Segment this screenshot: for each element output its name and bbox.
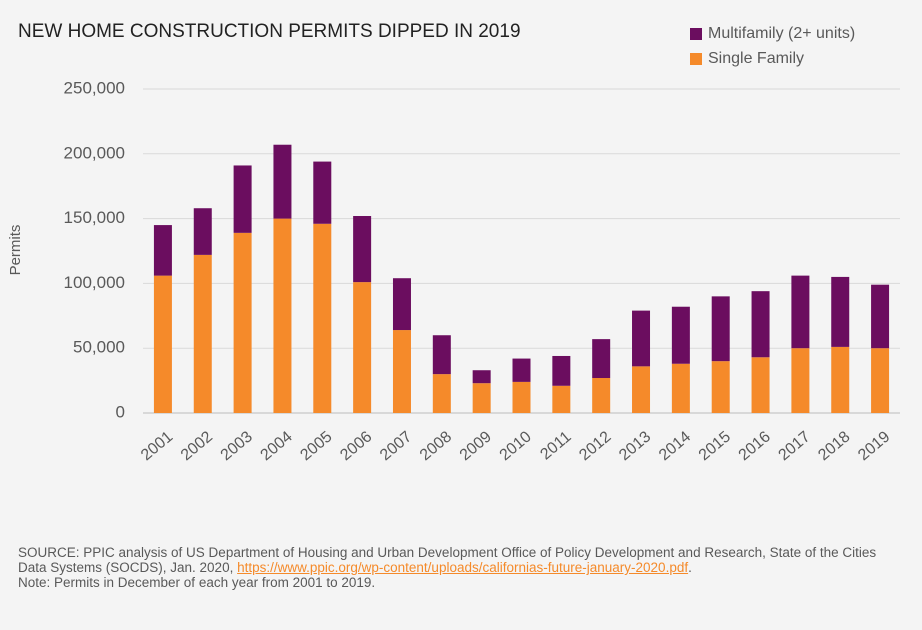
x-tick-label: 2014 [656, 428, 694, 464]
bar-segment [592, 339, 611, 379]
bar-segment [671, 306, 690, 364]
bar-segment [552, 385, 571, 413]
x-tick-label: 2008 [417, 428, 455, 464]
chart: NEW HOME CONSTRUCTION PERMITS DIPPED IN … [7, 21, 900, 464]
bar-segment [153, 225, 172, 276]
bar-segment [313, 161, 332, 224]
bar-segment [193, 208, 212, 255]
bar-segment [353, 282, 372, 413]
bar-segment [552, 355, 571, 386]
x-tick-label: 2011 [537, 428, 574, 463]
legend-swatch [690, 53, 702, 65]
y-tick-label: 250,000 [64, 78, 125, 97]
bar-segment [791, 275, 810, 349]
x-tick-label: 2015 [696, 428, 734, 464]
x-tick-label: 2001 [138, 428, 176, 464]
x-tick-label: 2004 [258, 428, 296, 464]
source-text: SOURCE: PPIC analysis of US Department o… [18, 545, 877, 575]
bar-segment [353, 216, 372, 283]
bar-segment [273, 218, 292, 413]
bar-segment [711, 361, 730, 413]
x-tick-label: 2010 [497, 428, 535, 464]
bar-segment [193, 254, 212, 413]
x-tick-label: 2013 [616, 428, 654, 464]
x-tick-label: 2012 [576, 428, 614, 464]
bar-segment [512, 381, 531, 413]
y-axis-label: Permits [7, 225, 24, 276]
legend-label: Single Family [708, 50, 804, 67]
bar-segment [711, 296, 730, 362]
bar-segment [671, 363, 690, 413]
bar-segment [751, 291, 770, 358]
bar-segment [512, 358, 531, 382]
x-tick-label: 2002 [178, 428, 216, 464]
x-tick-label: 2009 [457, 428, 495, 464]
legend-swatch [690, 28, 702, 40]
bar-segment [871, 284, 890, 349]
source-end: . [688, 560, 692, 575]
bar-segment [273, 144, 292, 219]
bar-segment [233, 165, 252, 233]
x-tick-label: 2019 [855, 428, 893, 464]
bar-segment [153, 275, 172, 413]
bar-segment [592, 378, 611, 413]
source-note: SOURCE: PPIC analysis of US Department o… [18, 545, 908, 590]
x-tick-label: 2016 [736, 428, 774, 464]
x-tick-label: 2005 [297, 428, 335, 464]
note: Note: Permits in December of each year f… [18, 575, 376, 590]
bar-segment [313, 223, 332, 413]
bar-segment [831, 346, 850, 413]
x-tick-label: 2006 [337, 428, 375, 464]
legend-label: Multifamily (2+ units) [708, 25, 855, 42]
chart-title: NEW HOME CONSTRUCTION PERMITS DIPPED IN … [18, 21, 521, 42]
y-tick-label: 150,000 [64, 208, 125, 227]
bar-segment [472, 383, 491, 413]
bar-segment [871, 348, 890, 413]
x-tick-label: 2017 [775, 428, 813, 464]
bar-segment [831, 276, 850, 347]
bar-segment [392, 330, 411, 413]
x-tick-label: 2007 [377, 428, 415, 464]
bar-segment [233, 232, 252, 413]
bar-segment [432, 335, 451, 375]
y-tick-label: 200,000 [64, 143, 125, 162]
bar-segment [751, 357, 770, 413]
bar-segment [632, 366, 651, 413]
y-tick-label: 100,000 [64, 273, 125, 292]
x-tick-label: 2018 [815, 428, 853, 464]
bar-segment [432, 374, 451, 413]
bar-segment [472, 370, 491, 384]
source-link[interactable]: https://www.ppic.org/wp-content/uploads/… [237, 560, 689, 575]
bar-segment [632, 310, 651, 367]
y-tick-label: 50,000 [73, 338, 125, 357]
bar-segment [791, 348, 810, 413]
bar-segment [392, 278, 411, 331]
y-tick-label: 0 [116, 402, 125, 421]
x-tick-label: 2003 [218, 428, 256, 464]
